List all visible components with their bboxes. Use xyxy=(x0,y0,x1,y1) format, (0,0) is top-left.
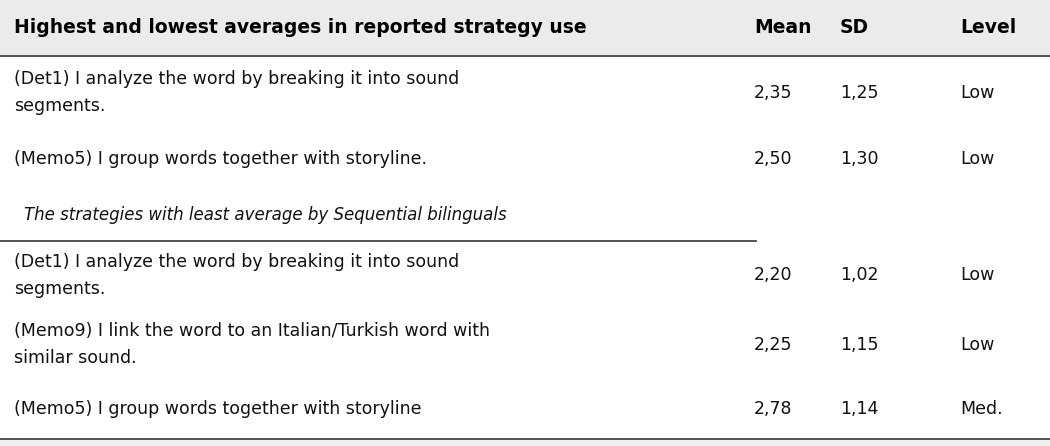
Text: 1,14: 1,14 xyxy=(840,400,879,418)
Text: Med.: Med. xyxy=(961,400,1004,418)
Text: 2,35: 2,35 xyxy=(754,83,793,102)
Text: 2,78: 2,78 xyxy=(754,400,793,418)
Text: 1,15: 1,15 xyxy=(840,335,879,354)
Text: Level: Level xyxy=(961,18,1017,37)
FancyBboxPatch shape xyxy=(0,379,1050,439)
FancyBboxPatch shape xyxy=(0,56,1050,129)
Text: 2,50: 2,50 xyxy=(754,150,793,169)
Text: (Memo9) I link the word to an Italian/Turkish word with: (Memo9) I link the word to an Italian/Tu… xyxy=(14,322,489,340)
Text: Low: Low xyxy=(961,83,995,102)
FancyBboxPatch shape xyxy=(0,0,1050,56)
FancyBboxPatch shape xyxy=(0,241,1050,310)
Text: (Det1) I analyze the word by breaking it into sound: (Det1) I analyze the word by breaking it… xyxy=(14,253,459,271)
Text: Mean: Mean xyxy=(754,18,812,37)
FancyBboxPatch shape xyxy=(0,190,1050,241)
Text: Low: Low xyxy=(961,335,995,354)
Text: (Memo5) I group words together with storyline: (Memo5) I group words together with stor… xyxy=(14,400,421,418)
Text: 1,25: 1,25 xyxy=(840,83,879,102)
Text: 2,25: 2,25 xyxy=(754,335,793,354)
Text: Low: Low xyxy=(961,150,995,169)
Text: similar sound.: similar sound. xyxy=(14,349,136,367)
Text: Highest and lowest averages in reported strategy use: Highest and lowest averages in reported … xyxy=(14,18,586,37)
Text: 1,30: 1,30 xyxy=(840,150,879,169)
FancyBboxPatch shape xyxy=(0,129,1050,190)
Text: segments.: segments. xyxy=(14,280,105,298)
Text: Low: Low xyxy=(961,266,995,285)
FancyBboxPatch shape xyxy=(0,310,1050,379)
Text: 2,20: 2,20 xyxy=(754,266,793,285)
Text: (Memo5) I group words together with storyline.: (Memo5) I group words together with stor… xyxy=(14,150,426,169)
Text: segments.: segments. xyxy=(14,97,105,115)
Text: SD: SD xyxy=(840,18,869,37)
Text: The strategies with least average by Sequential bilinguals: The strategies with least average by Seq… xyxy=(24,206,507,224)
Text: 1,02: 1,02 xyxy=(840,266,879,285)
Text: (Det1) I analyze the word by breaking it into sound: (Det1) I analyze the word by breaking it… xyxy=(14,70,459,88)
